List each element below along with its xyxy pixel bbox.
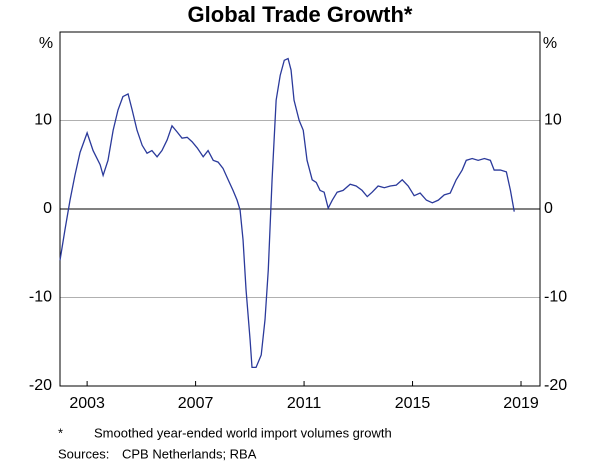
x-tick-label: 2011 bbox=[287, 395, 322, 412]
y2-tick-label: -20 bbox=[544, 377, 567, 394]
footnote: Smoothed year-ended world import volumes… bbox=[94, 425, 392, 440]
line-series bbox=[59, 57, 515, 369]
y2-unit: % bbox=[543, 35, 557, 52]
x-tick-label: 2007 bbox=[178, 395, 214, 412]
x-tick-label: 2015 bbox=[395, 395, 431, 412]
y2-tick-label: 10 bbox=[544, 112, 562, 129]
x-tick-label: 2003 bbox=[69, 395, 105, 412]
sources: CPB Netherlands; RBA bbox=[122, 446, 257, 461]
plot-frame bbox=[59, 31, 541, 387]
chart-title: Global Trade Growth* bbox=[188, 2, 413, 27]
y-tick-label: -20 bbox=[29, 377, 52, 394]
y2-tick-label: -10 bbox=[544, 289, 567, 306]
y-unit: % bbox=[39, 35, 53, 52]
footnote-marker: * bbox=[58, 425, 63, 440]
y-tick-label: -10 bbox=[29, 289, 52, 306]
x-tick-label: 2019 bbox=[503, 395, 539, 412]
sources-label: Sources: bbox=[58, 446, 109, 461]
y2-tick-label: 0 bbox=[544, 200, 553, 217]
y-tick-label: 10 bbox=[34, 112, 52, 129]
y-tick-label: 0 bbox=[43, 200, 52, 217]
